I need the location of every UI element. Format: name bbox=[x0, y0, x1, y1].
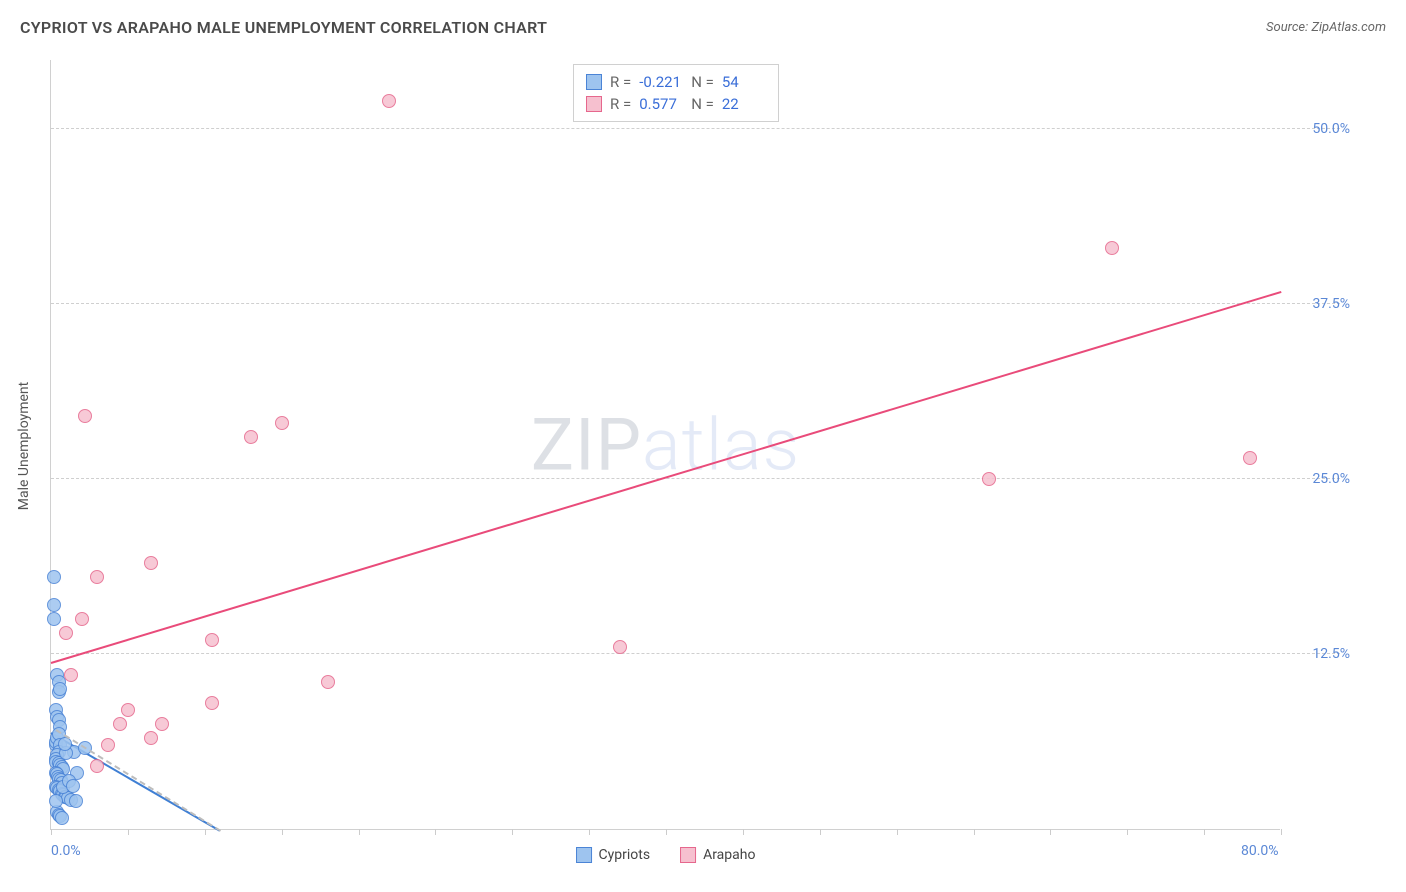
gridline bbox=[51, 478, 1340, 479]
y-tick-label: 37.5% bbox=[1290, 296, 1350, 312]
scatter-point bbox=[382, 94, 396, 108]
source-attribution: Source: ZipAtlas.com bbox=[1266, 20, 1386, 35]
y-tick-label: 25.0% bbox=[1290, 471, 1350, 487]
gridline bbox=[51, 128, 1340, 129]
scatter-point bbox=[90, 570, 104, 584]
x-tick bbox=[435, 829, 436, 835]
scatter-point bbox=[113, 717, 127, 731]
scatter-point bbox=[69, 794, 83, 808]
scatter-point bbox=[321, 675, 335, 689]
scatter-point bbox=[101, 738, 115, 752]
x-tick bbox=[897, 829, 898, 835]
scatter-point bbox=[47, 570, 61, 584]
cypriots-r-value: -0.221 bbox=[639, 71, 683, 93]
scatter-point bbox=[47, 598, 61, 612]
arapaho-legend-label: Arapaho bbox=[703, 847, 755, 863]
scatter-point bbox=[613, 640, 627, 654]
scatter-point bbox=[1243, 451, 1257, 465]
scatter-point bbox=[155, 717, 169, 731]
regression-line bbox=[55, 729, 221, 832]
x-tick bbox=[1050, 829, 1051, 835]
scatter-point bbox=[244, 430, 258, 444]
series-legend: Cypriots Arapaho bbox=[576, 847, 756, 863]
plot-region: ZIPatlas R = -0.221 N = 54 R = 0.577 N =… bbox=[50, 60, 1280, 830]
x-tick-label: 80.0% bbox=[1241, 843, 1279, 859]
cypriots-n-value: 54 bbox=[722, 71, 766, 93]
chart-area: ZIPatlas R = -0.221 N = 54 R = 0.577 N =… bbox=[50, 60, 1280, 830]
scatter-point bbox=[982, 472, 996, 486]
y-tick-label: 50.0% bbox=[1290, 121, 1350, 137]
arapaho-r-value: 0.577 bbox=[639, 93, 683, 115]
r-label: R = bbox=[610, 71, 631, 93]
scatter-point bbox=[49, 794, 63, 808]
x-tick bbox=[1204, 829, 1205, 835]
x-tick bbox=[282, 829, 283, 835]
watermark-a: ZIP bbox=[531, 402, 642, 487]
y-tick-label: 12.5% bbox=[1290, 646, 1350, 662]
n-label: N = bbox=[691, 71, 714, 93]
legend-item-arapaho: Arapaho bbox=[680, 847, 755, 863]
x-tick bbox=[1281, 829, 1282, 835]
r-label: R = bbox=[610, 93, 631, 115]
cypriots-legend-label: Cypriots bbox=[599, 847, 651, 863]
legend-row-arapaho: R = 0.577 N = 22 bbox=[586, 93, 766, 115]
scatter-point bbox=[205, 696, 219, 710]
scatter-point bbox=[144, 731, 158, 745]
watermark: ZIPatlas bbox=[531, 402, 800, 487]
scatter-point bbox=[75, 612, 89, 626]
scatter-point bbox=[205, 633, 219, 647]
x-tick bbox=[974, 829, 975, 835]
scatter-point bbox=[47, 612, 61, 626]
source-name: ZipAtlas.com bbox=[1311, 20, 1386, 35]
scatter-point bbox=[275, 416, 289, 430]
chart-title: CYPRIOT VS ARAPAHO MALE UNEMPLOYMENT COR… bbox=[20, 18, 547, 37]
arapaho-n-value: 22 bbox=[722, 93, 766, 115]
x-tick bbox=[205, 829, 206, 835]
x-tick bbox=[589, 829, 590, 835]
x-tick-label: 0.0% bbox=[51, 843, 81, 859]
x-tick bbox=[128, 829, 129, 835]
x-tick bbox=[51, 829, 52, 835]
x-tick bbox=[743, 829, 744, 835]
gridline bbox=[51, 303, 1340, 304]
arapaho-swatch bbox=[586, 96, 602, 112]
scatter-point bbox=[66, 779, 80, 793]
correlation-legend: R = -0.221 N = 54 R = 0.577 N = 22 bbox=[573, 64, 779, 122]
x-tick bbox=[820, 829, 821, 835]
scatter-point bbox=[121, 703, 135, 717]
cypriots-swatch bbox=[586, 74, 602, 90]
x-tick bbox=[1127, 829, 1128, 835]
cypriots-swatch-icon bbox=[576, 847, 592, 863]
x-tick bbox=[666, 829, 667, 835]
n-label: N = bbox=[691, 93, 714, 115]
scatter-point bbox=[144, 556, 158, 570]
scatter-point bbox=[55, 811, 69, 825]
scatter-point bbox=[90, 759, 104, 773]
gridline bbox=[51, 653, 1340, 654]
legend-row-cypriots: R = -0.221 N = 54 bbox=[586, 71, 766, 93]
x-tick bbox=[512, 829, 513, 835]
arapaho-swatch-icon bbox=[680, 847, 696, 863]
scatter-point bbox=[53, 682, 67, 696]
x-tick bbox=[359, 829, 360, 835]
scatter-point bbox=[59, 626, 73, 640]
legend-item-cypriots: Cypriots bbox=[576, 847, 651, 863]
scatter-point bbox=[64, 668, 78, 682]
y-axis-label: Male Unemployment bbox=[16, 382, 32, 510]
scatter-point bbox=[78, 409, 92, 423]
source-prefix: Source: bbox=[1266, 20, 1311, 35]
scatter-point bbox=[1105, 241, 1119, 255]
